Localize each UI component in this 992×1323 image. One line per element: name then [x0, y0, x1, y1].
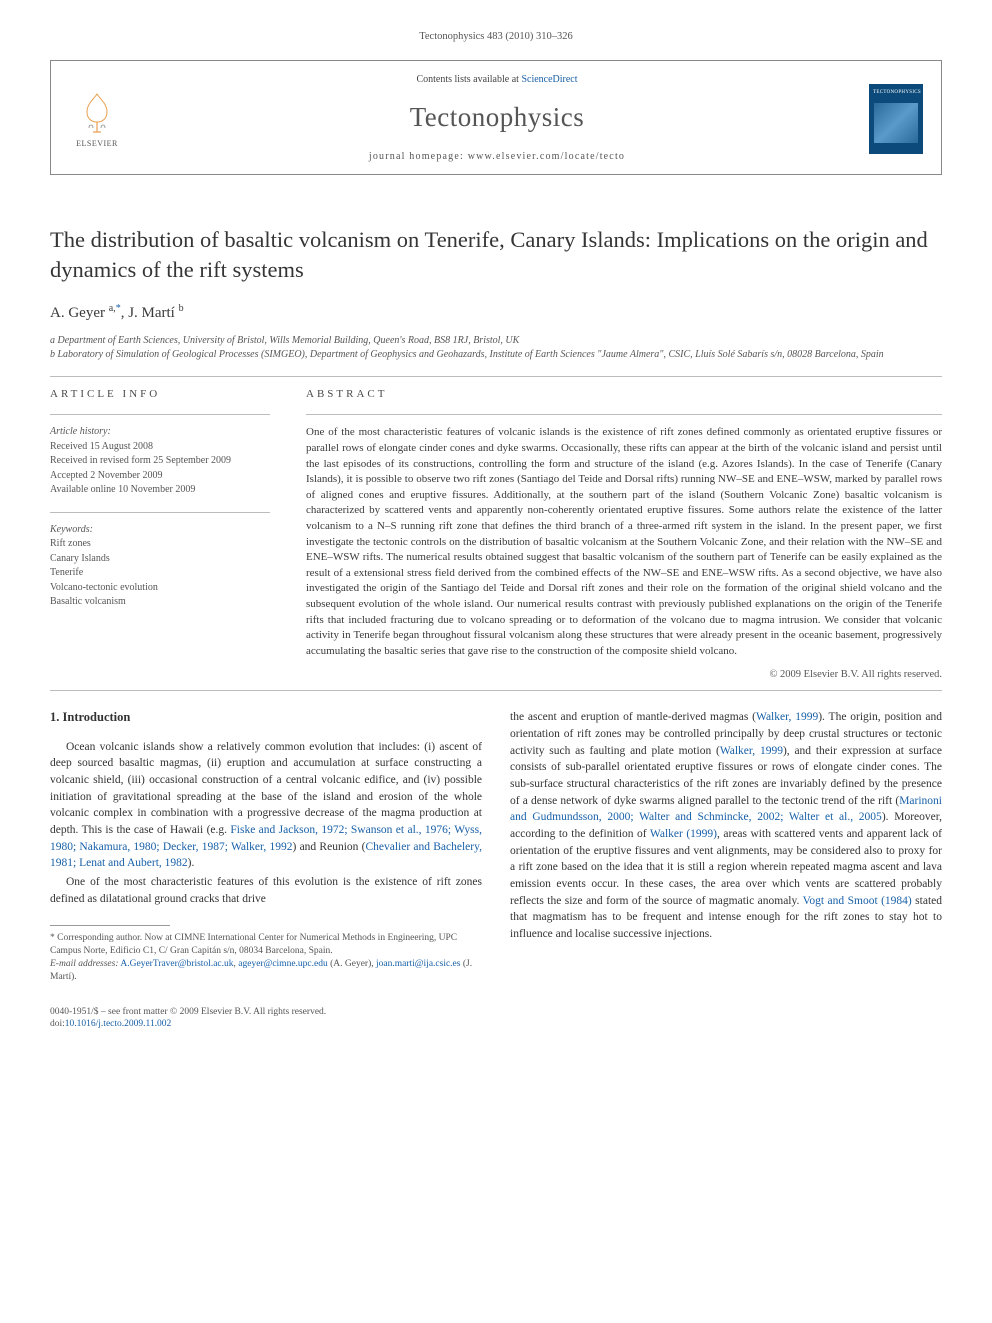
keyword: Tenerife [50, 566, 270, 581]
body-paragraph: Ocean volcanic islands show a relatively… [50, 739, 482, 872]
article-footer: 0040-1951/$ – see front matter © 2009 El… [50, 1006, 942, 1032]
footer-copyright: 0040-1951/$ – see front matter © 2009 El… [50, 1006, 942, 1019]
email-link[interactable]: joan.marti@ija.csic.es [376, 959, 460, 969]
homepage-url: www.elsevier.com/locate/tecto [468, 151, 625, 162]
cover-label: TECTONOPHYSICS [873, 89, 919, 96]
sciencedirect-link[interactable]: ScienceDirect [521, 74, 577, 85]
body-columns: 1. Introduction Ocean volcanic islands s… [50, 709, 942, 983]
journal-cover-thumbnail: TECTONOPHYSICS [869, 84, 923, 154]
footer-doi: doi:10.1016/j.tecto.2009.11.002 [50, 1018, 942, 1031]
keyword: Canary Islands [50, 552, 270, 567]
keyword: Volcano-tectonic evolution [50, 581, 270, 596]
corresponding-author-footnote: * Corresponding author. Now at CIMNE Int… [50, 932, 482, 983]
abstract-column: ABSTRACT One of the most characteristic … [306, 387, 942, 682]
body-paragraph: One of the most characteristic features … [50, 874, 482, 907]
email-owner: (A. Geyer), [328, 959, 376, 969]
divider [306, 414, 942, 415]
divider [50, 414, 270, 415]
publisher-name: ELSEVIER [76, 138, 118, 149]
affiliations: a Department of Earth Sciences, Universi… [50, 334, 942, 362]
email-label: E-mail addresses: [50, 959, 119, 969]
corr-emails: E-mail addresses: A.GeyerTraver@bristol.… [50, 958, 482, 984]
keywords-block: Keywords: Rift zones Canary Islands Tene… [50, 523, 270, 610]
divider [50, 690, 942, 691]
history-received: Received 15 August 2008 [50, 440, 270, 455]
history-label: Article history: [50, 425, 270, 440]
publisher-logo: ELSEVIER [69, 88, 125, 150]
author-list: A. Geyer a,*, J. Martí b [50, 302, 942, 324]
contents-available-line: Contents lists available at ScienceDirec… [143, 73, 851, 87]
history-accepted: Accepted 2 November 2009 [50, 469, 270, 484]
journal-name: Tectonophysics [143, 99, 851, 137]
journal-masthead: ELSEVIER Contents lists available at Sci… [50, 60, 942, 176]
article-info-column: ARTICLE INFO Article history: Received 1… [50, 387, 270, 682]
divider [50, 512, 270, 513]
contents-prefix: Contents lists available at [416, 74, 521, 85]
history-online: Available online 10 November 2009 [50, 483, 270, 498]
corr-author-text: * Corresponding author. Now at CIMNE Int… [50, 932, 482, 958]
abstract-copyright: © 2009 Elsevier B.V. All rights reserved… [306, 668, 942, 683]
affiliation-a: a Department of Earth Sciences, Universi… [50, 334, 942, 348]
masthead-center: Contents lists available at ScienceDirec… [143, 73, 851, 165]
body-paragraph: the ascent and eruption of mantle-derive… [510, 709, 942, 942]
footnote-separator [50, 925, 170, 926]
email-link[interactable]: ageyer@cimne.upc.edu [238, 959, 327, 969]
running-header: Tectonophysics 483 (2010) 310–326 [50, 30, 942, 45]
history-revised: Received in revised form 25 September 20… [50, 454, 270, 469]
homepage-prefix: journal homepage: [369, 151, 468, 162]
body-column-right: the ascent and eruption of mantle-derive… [510, 709, 942, 983]
section-heading-introduction: 1. Introduction [50, 709, 482, 727]
keyword: Basaltic volcanism [50, 595, 270, 610]
body-column-left: 1. Introduction Ocean volcanic islands s… [50, 709, 482, 983]
abstract-text: One of the most characteristic features … [306, 425, 942, 659]
divider [50, 376, 942, 377]
affiliation-b: b Laboratory of Simulation of Geological… [50, 348, 942, 362]
keyword: Rift zones [50, 537, 270, 552]
doi-prefix: doi: [50, 1019, 65, 1029]
article-title: The distribution of basaltic volcanism o… [50, 225, 942, 284]
article-info-label: ARTICLE INFO [50, 387, 270, 402]
doi-link[interactable]: 10.1016/j.tecto.2009.11.002 [65, 1019, 172, 1029]
abstract-label: ABSTRACT [306, 387, 942, 402]
email-link[interactable]: A.GeyerTraver@bristol.ac.uk [120, 959, 233, 969]
article-history: Article history: Received 15 August 2008… [50, 425, 270, 498]
cover-art [874, 103, 918, 143]
elsevier-tree-icon [75, 90, 119, 136]
journal-homepage-line: journal homepage: www.elsevier.com/locat… [143, 150, 851, 164]
keywords-label: Keywords: [50, 523, 270, 538]
info-abstract-row: ARTICLE INFO Article history: Received 1… [50, 387, 942, 682]
